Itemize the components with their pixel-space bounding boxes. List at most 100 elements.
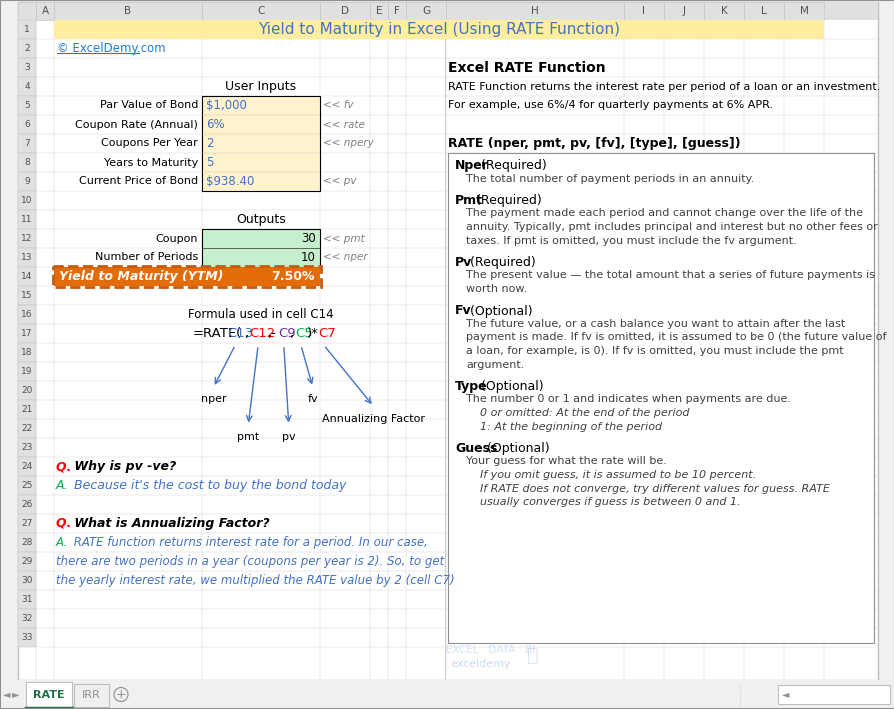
Text: ◄: ◄ <box>4 689 11 700</box>
Text: For example, use 6%/4 for quarterly payments at 6% APR.: For example, use 6%/4 for quarterly paym… <box>448 101 772 111</box>
Bar <box>202 96 320 191</box>
Bar <box>18 248 36 267</box>
Bar <box>18 552 36 571</box>
Bar <box>18 495 36 514</box>
Text: (Optional): (Optional) <box>483 442 549 455</box>
Bar <box>18 381 36 400</box>
Bar <box>18 609 36 628</box>
Bar <box>406 2 445 20</box>
Text: (Required): (Required) <box>477 159 546 172</box>
Bar <box>26 682 72 708</box>
Bar <box>18 267 36 286</box>
Text: usually converges if guess is between 0 and 1.: usually converges if guess is between 0 … <box>466 497 740 507</box>
Bar <box>18 286 36 305</box>
Text: ,: , <box>244 327 248 340</box>
Text: +: + <box>115 688 126 701</box>
Text: 8: 8 <box>24 158 30 167</box>
Text: I: I <box>642 6 645 16</box>
Text: RATE: RATE <box>33 689 64 700</box>
Bar <box>18 229 36 248</box>
Bar <box>36 2 54 20</box>
Bar <box>202 2 320 20</box>
Text: A.: A. <box>56 536 72 549</box>
Text: RATE Function returns the interest rate per period of a loan or an investment.: RATE Function returns the interest rate … <box>448 82 880 91</box>
Text: 3: 3 <box>24 63 30 72</box>
Text: Yield to Maturity in Excel (Using RATE Function): Yield to Maturity in Excel (Using RATE F… <box>257 22 620 37</box>
Text: 5: 5 <box>206 156 213 169</box>
Text: Guess: Guess <box>454 442 497 455</box>
Text: annuity. Typically, pmt includes principal and interest but no other fees or: annuity. Typically, pmt includes princip… <box>466 222 877 232</box>
Text: G: G <box>421 6 430 16</box>
Text: 6: 6 <box>24 120 30 129</box>
Text: User Inputs: User Inputs <box>225 80 296 93</box>
Text: taxes. If pmt is omitted, you must include the fv argument.: taxes. If pmt is omitted, you must inclu… <box>466 235 796 245</box>
Text: Coupons Per Year: Coupons Per Year <box>101 138 198 148</box>
Text: Excel RATE Function: Excel RATE Function <box>448 60 605 74</box>
Text: (Required): (Required) <box>466 256 536 269</box>
Text: C13: C13 <box>226 327 253 340</box>
Text: Pmt: Pmt <box>454 194 483 207</box>
Text: argument.: argument. <box>466 359 524 369</box>
Text: 5: 5 <box>24 101 30 110</box>
Bar <box>18 400 36 419</box>
Bar <box>18 362 36 381</box>
Text: 17: 17 <box>21 329 33 338</box>
Text: A: A <box>41 6 48 16</box>
Bar <box>18 191 36 210</box>
Text: 2: 2 <box>206 137 214 150</box>
Text: Number of Periods: Number of Periods <box>95 252 198 262</box>
Text: 7.50%: 7.50% <box>271 270 315 283</box>
Bar <box>54 267 320 286</box>
Bar <box>18 153 36 172</box>
Bar <box>18 476 36 495</box>
Bar <box>18 514 36 533</box>
Text: 6%: 6% <box>206 118 224 131</box>
Bar <box>388 2 406 20</box>
Text: there are two periods in a year (coupons per year is 2). So, to get: there are two periods in a year (coupons… <box>56 555 443 568</box>
Bar <box>445 2 623 20</box>
Bar <box>54 2 202 20</box>
Text: << nper: << nper <box>323 252 367 262</box>
Text: worth now.: worth now. <box>466 284 527 294</box>
Text: 10: 10 <box>300 251 316 264</box>
Text: The future value, or a cash balance you want to attain after the last: The future value, or a cash balance you … <box>466 319 844 329</box>
Text: ,-: ,- <box>266 327 275 340</box>
Text: If you omit guess, it is assumed to be 10 percent.: If you omit guess, it is assumed to be 1… <box>466 470 755 480</box>
Bar <box>18 628 36 647</box>
Text: 23: 23 <box>21 443 33 452</box>
Text: Q.: Q. <box>56 517 76 530</box>
Text: The present value — the total amount that a series of future payments is: The present value — the total amount tha… <box>466 271 874 281</box>
Text: M: M <box>798 6 807 16</box>
Text: << pmt: << pmt <box>323 233 364 243</box>
Bar <box>18 172 36 191</box>
Text: 26: 26 <box>21 500 33 509</box>
Text: 9: 9 <box>24 177 30 186</box>
Text: Fv: Fv <box>454 304 471 318</box>
Text: Q.: Q. <box>56 460 76 473</box>
Text: exceldemy: exceldemy <box>451 659 510 669</box>
Text: © ExcelDemy.com: © ExcelDemy.com <box>57 42 165 55</box>
Text: pv: pv <box>282 432 295 442</box>
Text: Current Price of Bond: Current Price of Bond <box>79 177 198 186</box>
Text: (Required): (Required) <box>471 194 541 207</box>
Bar <box>54 20 823 39</box>
Text: C9: C9 <box>278 327 295 340</box>
Bar <box>18 590 36 609</box>
Text: 19: 19 <box>21 367 33 376</box>
Bar <box>18 39 36 58</box>
Bar <box>18 210 36 229</box>
Text: B: B <box>124 6 131 16</box>
Text: EXCEL · DATA · BI: EXCEL · DATA · BI <box>446 645 535 655</box>
Text: Annualizing Factor: Annualizing Factor <box>322 413 425 423</box>
Text: What is Annualizing Factor?: What is Annualizing Factor? <box>70 517 269 530</box>
Text: << npery: << npery <box>323 138 374 148</box>
Text: If RATE does not converge, try different values for guess. RATE: If RATE does not converge, try different… <box>466 484 829 493</box>
Bar <box>74 684 109 707</box>
Text: ,: , <box>289 327 293 340</box>
Text: C12: C12 <box>249 327 275 340</box>
Text: << fv: << fv <box>323 101 353 111</box>
Text: pmt: pmt <box>237 432 259 442</box>
Bar <box>18 20 36 39</box>
Text: 16: 16 <box>21 310 33 319</box>
Text: 27: 27 <box>21 519 33 528</box>
